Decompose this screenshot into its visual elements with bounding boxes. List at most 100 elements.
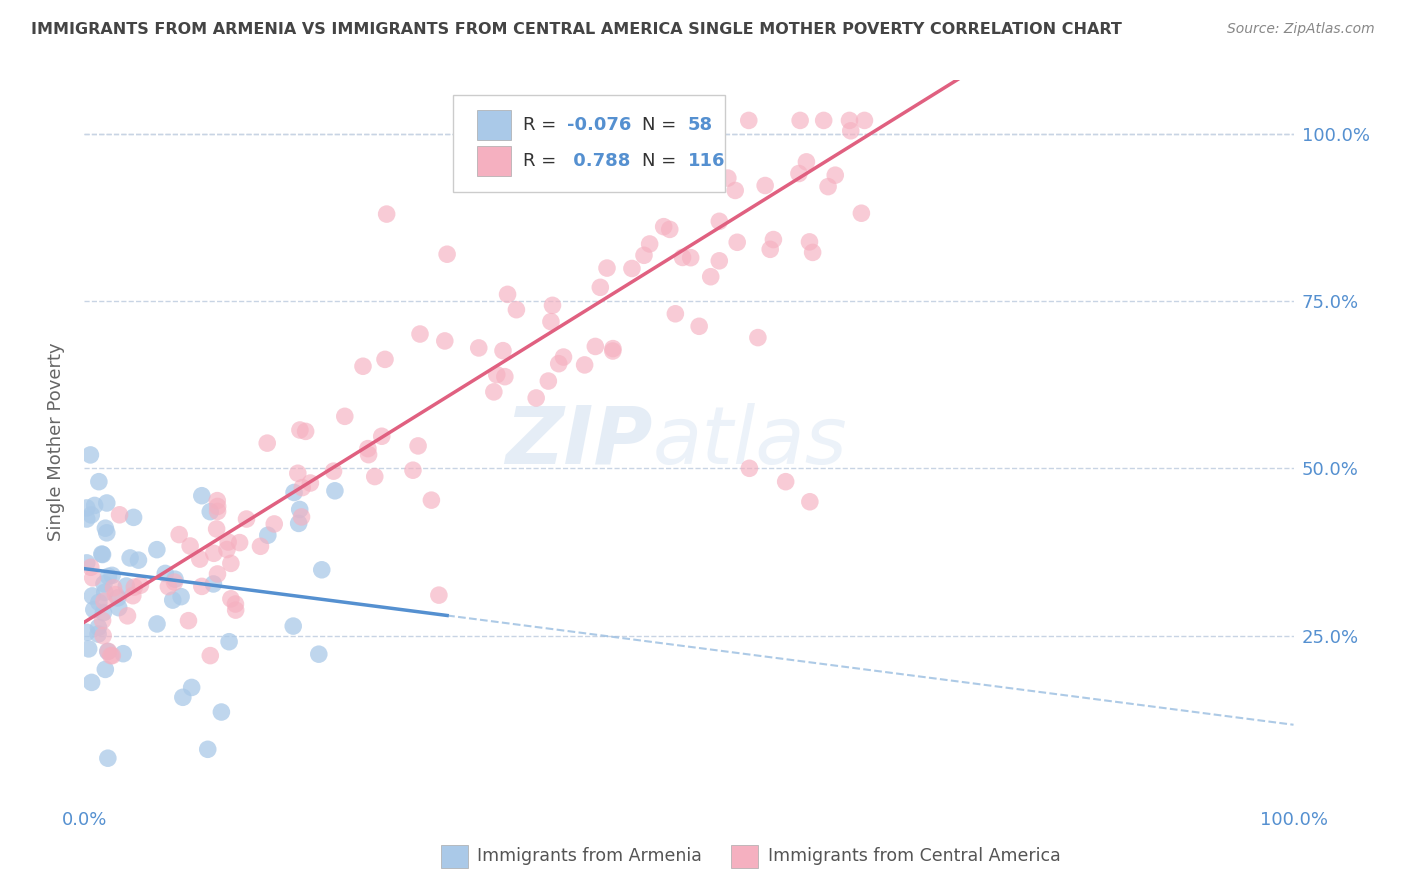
Point [283, 619, 305, 633]
Point [256, 436, 278, 450]
Point [93, 606, 115, 620]
Point [76, 625, 98, 640]
Point [200, 505, 222, 519]
Point [202, 577, 225, 591]
Point [288, 423, 311, 437]
Point [103, 581, 125, 595]
Point [117, 608, 139, 623]
Point [104, 588, 127, 602]
Point [813, 113, 835, 128]
Point [91, 614, 114, 628]
Text: -0.076: -0.076 [567, 116, 631, 134]
Point [207, 493, 229, 508]
Point [77, 641, 100, 656]
Point [87, 627, 110, 641]
Point [163, 575, 186, 590]
Point [120, 550, 142, 565]
Text: 116: 116 [688, 153, 725, 170]
Point [699, 269, 721, 284]
Point [323, 483, 346, 498]
Point [287, 467, 309, 481]
Point [371, 429, 394, 443]
Point [482, 384, 505, 399]
Point [202, 546, 225, 560]
FancyBboxPatch shape [731, 845, 758, 868]
Point [87, 595, 110, 609]
Point [91, 629, 114, 643]
Point [688, 319, 710, 334]
Point [93, 594, 115, 608]
Point [524, 391, 547, 405]
Point [357, 442, 380, 456]
Point [219, 591, 242, 606]
Point [364, 469, 387, 483]
Point [179, 539, 201, 553]
Point [146, 616, 169, 631]
Point [633, 248, 655, 262]
Point [157, 580, 180, 594]
Point [838, 113, 860, 128]
Text: 0.788: 0.788 [567, 153, 630, 170]
Point [492, 343, 515, 358]
Point [652, 219, 675, 234]
Point [824, 168, 846, 182]
Point [602, 342, 624, 356]
Point [121, 589, 143, 603]
Text: 58: 58 [688, 116, 713, 134]
Point [207, 566, 229, 581]
Point [799, 494, 821, 508]
Point [602, 344, 624, 359]
Point [83, 499, 105, 513]
Point [853, 113, 876, 128]
Point [433, 334, 456, 348]
Point [283, 485, 305, 500]
Point [122, 510, 145, 524]
Point [287, 516, 309, 531]
Point [402, 463, 425, 477]
Point [170, 590, 193, 604]
Point [505, 302, 527, 317]
Point [679, 251, 702, 265]
Point [129, 578, 152, 592]
Point [406, 439, 429, 453]
Point [547, 357, 569, 371]
Point [596, 261, 619, 276]
Point [620, 261, 643, 276]
Point [799, 235, 821, 249]
Point [172, 690, 194, 705]
Point [207, 504, 229, 518]
FancyBboxPatch shape [441, 845, 468, 868]
Text: N =: N = [641, 116, 682, 134]
Point [553, 350, 575, 364]
Point [80, 508, 103, 522]
Point [205, 522, 228, 536]
Point [291, 481, 314, 495]
Point [789, 113, 811, 128]
Point [83, 602, 105, 616]
Point [215, 542, 238, 557]
Point [583, 339, 606, 353]
Point [787, 167, 810, 181]
Point [97, 751, 120, 765]
Point [180, 681, 202, 695]
Point [163, 572, 186, 586]
Point [485, 368, 508, 382]
Point [87, 620, 110, 634]
Point [94, 521, 117, 535]
Point [374, 352, 396, 367]
Point [225, 603, 247, 617]
Point [97, 644, 120, 658]
Point [540, 315, 562, 329]
Point [299, 475, 322, 490]
Point [79, 448, 101, 462]
Point [357, 448, 380, 462]
Point [177, 614, 200, 628]
Point [574, 358, 596, 372]
Point [333, 409, 356, 424]
Point [322, 464, 344, 478]
Point [725, 235, 748, 250]
Point [839, 124, 862, 138]
Point [494, 369, 516, 384]
Point [235, 512, 257, 526]
Point [101, 568, 124, 582]
